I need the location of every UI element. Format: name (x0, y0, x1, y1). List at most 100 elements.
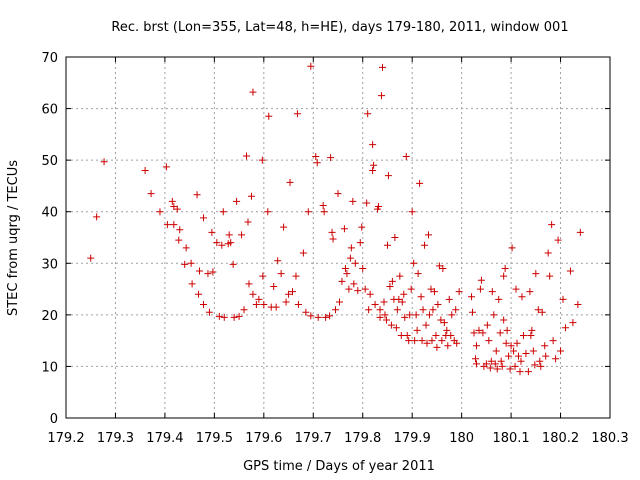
data-point (376, 306, 384, 314)
data-point (512, 285, 520, 293)
data-point (170, 221, 178, 229)
data-point (163, 221, 171, 229)
x-tick-label: 179.9 (394, 431, 431, 446)
data-point (541, 342, 549, 350)
data-point (524, 368, 532, 376)
data-point (536, 357, 544, 365)
data-point (502, 339, 510, 347)
data-point (282, 298, 290, 306)
data-point (453, 339, 461, 347)
x-tick-label: 179.4 (146, 431, 183, 446)
data-point (470, 329, 478, 337)
data-point (403, 331, 411, 339)
data-point (259, 272, 267, 280)
data-point (493, 365, 501, 373)
y-axis: 0 10 20 30 40 50 60 70 (41, 51, 610, 427)
data-point (219, 208, 227, 216)
data-point (561, 324, 569, 332)
y-tick-label: 20 (41, 309, 58, 324)
data-point (542, 352, 550, 360)
data-point (417, 293, 425, 301)
data-point (393, 306, 401, 314)
data-point (327, 154, 335, 162)
data-point (471, 355, 479, 363)
data-point (302, 308, 310, 316)
data-point (522, 350, 530, 358)
data-point (205, 308, 213, 316)
data-point (477, 276, 485, 284)
data-point (531, 361, 539, 369)
data-point (359, 264, 367, 272)
data-point (398, 298, 406, 306)
data-point (468, 293, 476, 301)
data-point (87, 254, 95, 262)
data-point (483, 321, 491, 329)
data-point (265, 112, 273, 120)
data-point (447, 331, 455, 339)
data-point (299, 249, 307, 257)
data-point (370, 161, 378, 169)
chart-title: Rec. brst (Lon=355, Lat=48, h=HE), days … (111, 20, 568, 35)
data-point (335, 298, 343, 306)
data-point (209, 268, 217, 276)
data-point (438, 337, 446, 345)
data-point (361, 285, 369, 293)
data-point (181, 260, 189, 268)
data-point (532, 270, 540, 278)
x-tick-label: 179.2 (47, 431, 84, 446)
data-point (443, 326, 451, 334)
data-point (383, 241, 391, 249)
data-point (487, 357, 495, 365)
data-point (534, 306, 542, 314)
data-point (249, 290, 257, 298)
data-point (529, 347, 537, 355)
data-point (304, 208, 312, 216)
data-point (392, 324, 400, 332)
x-axis-label: GPS time / Days of year 2011 (243, 459, 435, 474)
data-point (554, 236, 562, 244)
data-point (416, 179, 424, 187)
data-point (229, 260, 237, 268)
data-point (168, 197, 176, 205)
data-point (238, 231, 246, 239)
data-point (412, 311, 420, 319)
y-tick-label: 10 (41, 360, 58, 375)
data-point (196, 267, 204, 275)
data-point (227, 239, 235, 247)
data-point (220, 313, 228, 321)
data-point (274, 257, 282, 265)
data-point (343, 270, 351, 278)
data-point (326, 312, 334, 320)
data-point (319, 202, 327, 210)
x-axis: 179.2 179.3 179.4 179.5 179.6 179.7 179.8 179.9… (47, 57, 629, 446)
data-point (322, 313, 330, 321)
data-point (141, 166, 149, 174)
data-point (244, 218, 252, 226)
data-point (576, 228, 584, 236)
x-tick-label: 179.3 (97, 431, 134, 446)
y-tick-label: 30 (41, 257, 58, 272)
data-point (516, 368, 524, 376)
data-point (258, 156, 266, 164)
x-tick-label: 180.2 (542, 431, 579, 446)
data-point (538, 308, 546, 316)
data-point (289, 288, 297, 296)
data-point (329, 235, 337, 243)
data-point (508, 244, 516, 252)
data-point (492, 347, 500, 355)
grid-lines (66, 57, 610, 418)
data-point (387, 321, 395, 329)
data-point (356, 239, 364, 247)
data-point (358, 223, 366, 231)
data-point (294, 301, 302, 309)
data-point (500, 316, 508, 324)
data-point (566, 267, 574, 275)
data-point (307, 312, 315, 320)
data-point (313, 159, 321, 167)
data-point (537, 362, 545, 370)
data-point (364, 110, 372, 118)
data-point (526, 288, 534, 296)
data-point (93, 213, 101, 221)
data-point (406, 311, 414, 319)
data-point (472, 360, 480, 368)
